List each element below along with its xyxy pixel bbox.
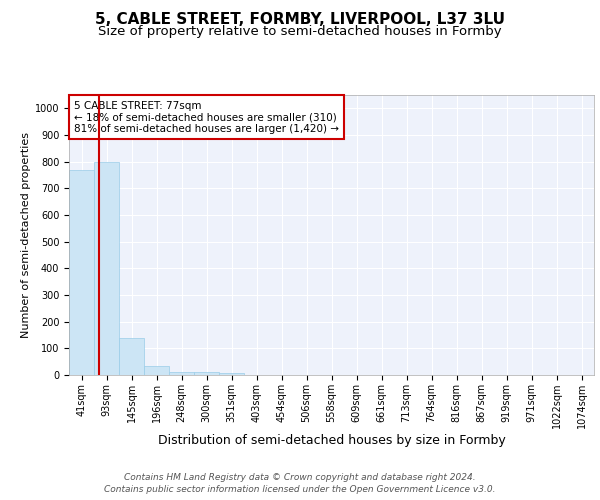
Bar bbox=[194, 372, 219, 375]
Text: Contains HM Land Registry data © Crown copyright and database right 2024.
Contai: Contains HM Land Registry data © Crown c… bbox=[104, 473, 496, 494]
Bar bbox=[144, 366, 169, 375]
Bar bbox=[119, 338, 144, 375]
Text: 5, CABLE STREET, FORMBY, LIVERPOOL, L37 3LU: 5, CABLE STREET, FORMBY, LIVERPOOL, L37 … bbox=[95, 12, 505, 28]
Y-axis label: Number of semi-detached properties: Number of semi-detached properties bbox=[20, 132, 31, 338]
Bar bbox=[219, 374, 244, 375]
Bar bbox=[94, 162, 119, 375]
Text: 5 CABLE STREET: 77sqm
← 18% of semi-detached houses are smaller (310)
81% of sem: 5 CABLE STREET: 77sqm ← 18% of semi-deta… bbox=[74, 100, 339, 134]
Text: Size of property relative to semi-detached houses in Formby: Size of property relative to semi-detach… bbox=[98, 25, 502, 38]
Bar bbox=[169, 372, 194, 375]
X-axis label: Distribution of semi-detached houses by size in Formby: Distribution of semi-detached houses by … bbox=[158, 434, 505, 446]
Bar bbox=[69, 170, 94, 375]
